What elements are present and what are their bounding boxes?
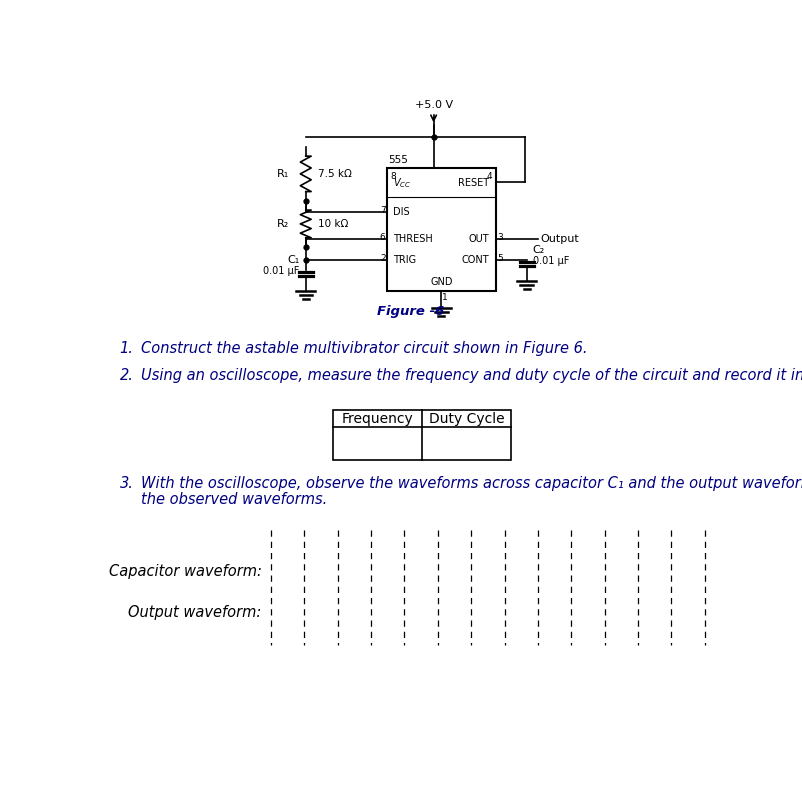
Bar <box>387 168 495 291</box>
Text: Capacitor waveform:: Capacitor waveform: <box>108 564 261 579</box>
Text: With the oscilloscope, observe the waveforms across capacitor C₁ and the output : With the oscilloscope, observe the wavef… <box>140 476 802 491</box>
Text: 4: 4 <box>486 172 492 180</box>
Text: 8: 8 <box>390 172 395 180</box>
Text: C₁: C₁ <box>287 255 299 265</box>
Text: 5: 5 <box>496 254 502 263</box>
Text: 2: 2 <box>379 254 385 263</box>
Text: +5.0 V: +5.0 V <box>414 100 452 110</box>
Text: Output waveform:: Output waveform: <box>128 604 261 619</box>
Text: Output: Output <box>540 233 578 243</box>
Text: 2.: 2. <box>119 368 133 383</box>
Text: THRESH: THRESH <box>393 233 432 243</box>
Text: R₂: R₂ <box>276 219 289 229</box>
Text: 0.01 μF: 0.01 μF <box>263 266 299 276</box>
Text: Duty Cycle: Duty Cycle <box>428 411 504 426</box>
Bar <box>333 411 511 460</box>
Text: 1.: 1. <box>119 341 133 356</box>
Text: 3.: 3. <box>119 476 133 491</box>
Text: $V_{CC}$: $V_{CC}$ <box>393 177 411 190</box>
Text: 555: 555 <box>388 155 408 165</box>
Text: Figure -6: Figure -6 <box>376 305 444 318</box>
Text: OUT: OUT <box>468 233 488 243</box>
Text: RESET: RESET <box>458 178 488 188</box>
Text: 0.01 μF: 0.01 μF <box>533 256 569 266</box>
Text: TRIG: TRIG <box>393 255 416 265</box>
Text: Construct the astable multivibrator circuit shown in Figure 6.: Construct the astable multivibrator circ… <box>140 341 586 356</box>
Text: DIS: DIS <box>393 206 410 217</box>
Text: 7.5 kΩ: 7.5 kΩ <box>318 169 351 179</box>
Text: the observed waveforms.: the observed waveforms. <box>140 492 326 507</box>
Text: 3: 3 <box>496 232 502 241</box>
Text: Frequency: Frequency <box>341 411 413 426</box>
Text: 7: 7 <box>379 206 385 214</box>
Text: 10 kΩ: 10 kΩ <box>318 219 348 229</box>
Text: GND: GND <box>430 277 452 287</box>
Text: 6: 6 <box>379 232 385 241</box>
Text: CONT: CONT <box>461 255 488 265</box>
Text: 1: 1 <box>442 293 448 303</box>
Text: C₂: C₂ <box>533 245 545 255</box>
Text: R₁: R₁ <box>276 169 289 179</box>
Text: Using an oscilloscope, measure the frequency and duty cycle of the circuit and r: Using an oscilloscope, measure the frequ… <box>140 368 802 383</box>
